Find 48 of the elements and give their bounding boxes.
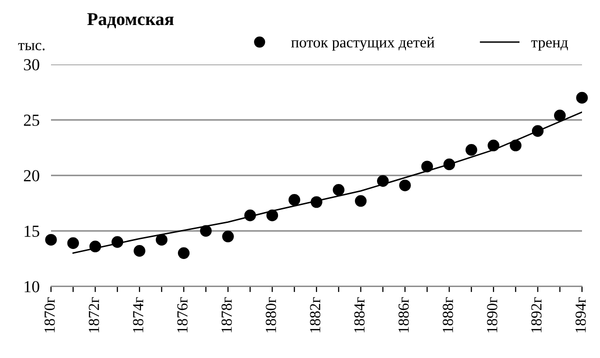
x-tick-label: 1874г <box>133 297 144 332</box>
y-tick-label: 10 <box>24 281 40 292</box>
point <box>488 140 500 152</box>
point <box>200 225 212 237</box>
y-tick-label: 15 <box>24 226 40 237</box>
point <box>178 247 190 259</box>
point <box>332 184 344 196</box>
y-tick-label: 25 <box>24 114 40 126</box>
point <box>576 92 588 104</box>
y-tick-label: 20 <box>24 170 40 182</box>
point <box>45 234 57 246</box>
x-tick-label: 1872г <box>88 297 100 332</box>
x-tick-label: 1878г <box>222 297 232 332</box>
point <box>443 158 456 170</box>
point <box>266 210 278 222</box>
x-tick-label: 1894г <box>576 297 586 332</box>
x-tick-label: 1890г <box>487 297 498 332</box>
x-tick-label: 1892г <box>531 297 542 332</box>
x-tick-label: 1870г <box>44 297 55 332</box>
x-tick-label: 1876г <box>177 297 188 332</box>
point <box>554 110 566 122</box>
point <box>466 144 478 156</box>
point <box>244 210 256 222</box>
y-axis-title: тыс. <box>18 42 45 50</box>
point <box>67 237 79 249</box>
y-tick-label: 30 <box>24 59 40 70</box>
point <box>222 230 234 242</box>
point <box>421 160 433 172</box>
point <box>532 125 544 137</box>
point <box>354 195 367 207</box>
point <box>310 196 322 208</box>
line-series <box>72 111 582 254</box>
legend-label: поток растущих детей <box>291 36 434 51</box>
point <box>399 180 411 192</box>
legend-label: тренд <box>531 40 568 51</box>
point <box>89 240 102 252</box>
x-tick-label: 1888г <box>442 297 454 332</box>
point <box>288 194 300 206</box>
point <box>510 140 522 152</box>
x-tick-label: 1882г <box>310 297 320 332</box>
x-tick-label: 1884г <box>354 297 365 332</box>
point <box>156 234 168 246</box>
point <box>377 175 389 187</box>
point <box>112 236 124 248</box>
x-tick-label: 1886г <box>398 297 409 332</box>
chart-title: Радомская <box>87 13 174 28</box>
point <box>134 245 146 257</box>
x-tick-label: 1880г <box>266 297 276 332</box>
